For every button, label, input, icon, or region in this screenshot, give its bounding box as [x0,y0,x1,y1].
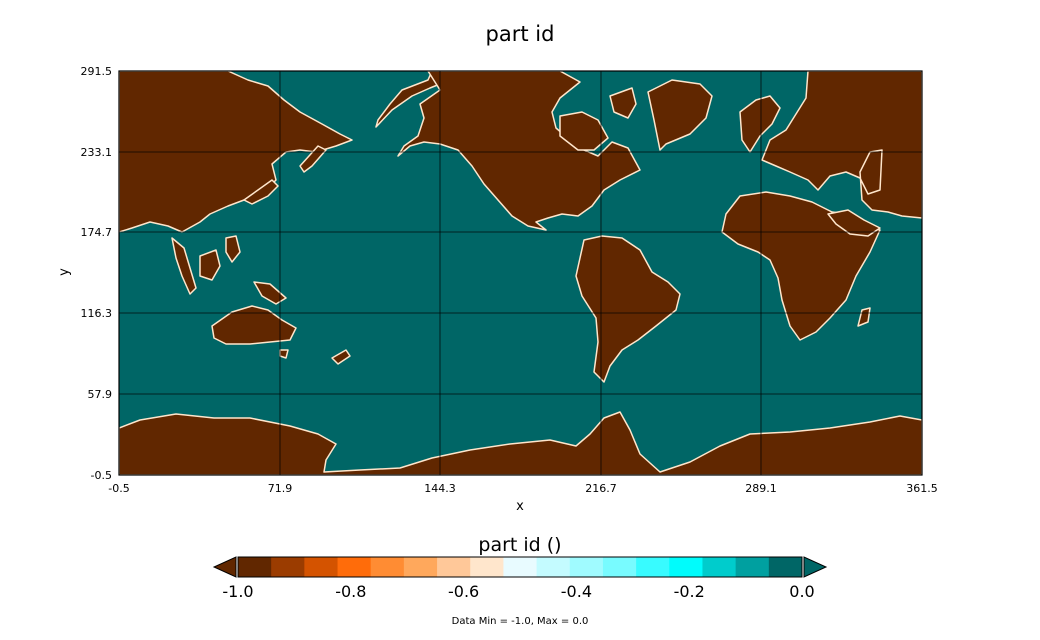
y-tick-label: 291.5 [81,65,113,78]
land-greenland [647,79,713,151]
y-tick-label: 174.7 [81,226,113,239]
land-sumatra [171,237,197,295]
colorbar-cell [735,557,770,577]
land-south-america [575,235,681,383]
y-tick-label: 57.9 [88,388,113,401]
y-axis: -0.5 57.9 116.3 174.7 233.1 291.5 y [57,65,112,482]
x-tick-label: 71.9 [268,482,293,495]
land-japan [299,145,327,173]
colorbar-tick-label: -0.6 [448,582,479,601]
colorbar-tick-label: -0.8 [335,582,366,601]
colorbar-cell [403,557,438,577]
colorbar-cell [470,557,504,577]
y-tick-label: 116.3 [81,307,113,320]
colorbar-cell [304,557,339,577]
plot-area [118,70,923,476]
land-tasmania [279,349,289,359]
colorbar-cell [768,557,803,577]
land-madagascar [857,307,871,327]
x-tick-label: -0.5 [108,482,129,495]
colorbar-cell [503,557,538,577]
x-axis: -0.5 71.9 144.3 216.7 289.1 361.5 x [108,482,937,514]
colorbar-frame [237,556,803,578]
land-arctic-islands-2 [609,87,637,119]
land-africa [721,191,881,341]
colorbar-cell [271,557,305,577]
land-new-guinea [253,281,287,305]
colorbar-tick-labels: -1.0 -0.8 -0.6 -0.4 -0.2 0.0 [222,582,814,601]
land-alaska [375,71,461,128]
land-japan-south [243,179,279,205]
y-axis-label: y [57,268,72,276]
colorbar-tick-label: -0.4 [561,582,592,601]
land-borneo [199,249,221,281]
land-antarctica [119,411,922,475]
colorbar-cell [536,557,571,577]
land-new-zealand [331,349,351,365]
colorbar-tick-label: 0.0 [789,582,814,601]
y-tick-label: 233.1 [81,146,113,159]
colorbar-under-arrow [212,556,237,578]
x-tick-label: 361.5 [906,482,938,495]
data-range-footer: Data Min = -1.0, Max = 0.0 [452,616,589,627]
colorbar-cell [337,557,372,577]
plot-frame [118,70,923,476]
land-philippines [225,235,241,263]
grid-lines [119,71,922,475]
colorbar-tick-label: -0.2 [674,582,705,601]
colorbar-cell [669,557,703,577]
x-axis-label: x [516,499,524,514]
colorbar-cell [569,557,604,577]
colorbar-cells [238,557,803,577]
x-tick-label: 144.3 [424,482,456,495]
colorbar: part id () -1.0 -0.8 -0.6 -0.4 -0.2 0.0 [212,534,828,601]
colorbar-cell [602,557,637,577]
colorbar-tick-label: -1.0 [222,582,253,601]
x-tick-label: 216.7 [585,482,617,495]
land-masses [119,71,922,475]
colorbar-over-arrow [803,556,828,578]
chart-title: part id [486,22,555,46]
colorbar-cell [370,557,405,577]
land-eurasia-east [761,71,922,219]
land-asia-europe-west [119,71,353,233]
colorbar-cell [437,557,471,577]
x-tick-label: 289.1 [745,482,777,495]
y-tick-label: -0.5 [91,469,112,482]
colorbar-cell [636,557,670,577]
land-australia [211,305,297,345]
colorbar-cell [702,557,737,577]
colorbar-title: part id () [478,534,561,556]
colorbar-cell [238,557,272,577]
